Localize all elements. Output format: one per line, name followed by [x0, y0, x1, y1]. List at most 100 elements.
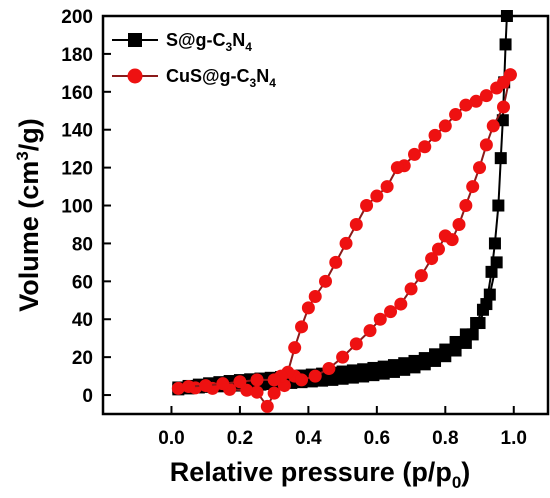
data-point-square	[476, 303, 489, 316]
data-point-square	[488, 237, 501, 250]
data-point-square	[439, 343, 452, 356]
legend-label-part: 3	[226, 40, 233, 54]
data-point-circle	[418, 140, 432, 154]
x-axis-title-part1: Relative pressure (p/p	[170, 457, 452, 487]
data-point-circle	[171, 381, 185, 395]
data-point-square	[418, 352, 431, 365]
data-point-circle	[329, 255, 343, 269]
legend-label-part: 4	[245, 40, 252, 54]
x-axis-title: Relative pressure (p/p0)	[170, 457, 471, 492]
data-point-circle	[250, 385, 264, 399]
data-point-circle	[339, 236, 353, 250]
data-point-square	[398, 357, 411, 370]
data-point-circle	[459, 98, 473, 112]
data-point-circle	[295, 320, 309, 334]
x-tick-label: 0.2	[227, 428, 253, 449]
data-point-circle	[497, 100, 510, 114]
legend-label: S@g-C3N4	[166, 30, 252, 54]
y-tick-label: 40	[72, 310, 93, 331]
y-tick-label: 80	[72, 234, 93, 255]
data-point-square	[459, 328, 472, 341]
y-tick-label: 20	[72, 348, 93, 369]
data-point-circle	[449, 108, 463, 122]
series-cus-gcn	[171, 68, 517, 413]
plot-frame	[101, 14, 550, 416]
x-axis-title-part2: )	[461, 457, 470, 487]
legend-label-part: N	[256, 66, 269, 86]
x-tick-label: 0.6	[364, 428, 390, 449]
y-tick-label: 140	[61, 121, 93, 142]
data-point-square	[499, 38, 512, 51]
data-point-circle	[466, 180, 480, 194]
data-point-square	[408, 354, 421, 367]
data-point-square	[387, 359, 400, 372]
legend-label-part: N	[232, 30, 245, 50]
data-point-circle	[459, 199, 473, 213]
data-point-circle	[250, 373, 264, 387]
data-point-square	[367, 361, 380, 374]
data-point-square	[336, 365, 349, 378]
data-point-square	[490, 256, 503, 269]
y-tick-label: 60	[72, 272, 93, 293]
data-point-circle	[390, 161, 404, 175]
data-point-circle	[349, 337, 363, 351]
data-point-square	[470, 317, 483, 330]
data-point-circle	[469, 94, 483, 108]
data-point-circle	[322, 362, 336, 376]
data-point-circle	[431, 242, 445, 256]
data-point-circle	[319, 274, 332, 288]
series-layer	[171, 10, 517, 413]
data-point-circle	[408, 147, 421, 161]
x-tick-label: 0.8	[432, 428, 458, 449]
data-point-square	[483, 288, 496, 301]
y-tick-label: 100	[61, 197, 93, 218]
data-point-circle	[384, 305, 398, 319]
data-point-circle	[473, 161, 487, 175]
data-point-circle	[199, 379, 213, 393]
data-point-circle	[445, 233, 459, 247]
data-point-circle	[301, 301, 315, 315]
data-point-circle	[288, 341, 302, 355]
x-tick-label: 0.4	[295, 428, 322, 449]
legend-label-part: CuS@g-C	[166, 66, 250, 86]
data-point-circle	[428, 128, 442, 142]
data-point-circle	[490, 81, 504, 95]
data-point-circle	[394, 297, 408, 311]
data-point-square	[346, 364, 359, 377]
data-point-circle	[404, 282, 418, 296]
data-point-square	[494, 152, 507, 165]
x-tick-label: 0.0	[158, 428, 184, 449]
x-axis-title-subscript: 0	[452, 473, 461, 492]
y-tick-label: 120	[61, 159, 93, 180]
y-tick-label: 180	[61, 45, 93, 66]
data-point-circle	[260, 399, 274, 413]
data-point-circle	[336, 350, 350, 364]
data-point-circle	[425, 252, 439, 266]
data-point-circle	[216, 377, 230, 391]
legend-label-part: S@g-C	[166, 30, 226, 50]
y-axis-title: Volume (cm3/g)	[13, 118, 44, 312]
y-axis-title-part2: /g)	[14, 118, 44, 151]
data-point-circle	[182, 380, 196, 394]
data-point-circle	[267, 373, 281, 387]
data-point-square	[492, 199, 505, 212]
data-point-circle	[370, 189, 384, 203]
data-point-square	[377, 360, 390, 373]
data-point-circle	[486, 119, 500, 133]
data-point-square	[357, 363, 370, 376]
data-point-circle	[349, 217, 363, 231]
data-point-circle	[438, 119, 452, 133]
data-point-circle	[479, 138, 493, 152]
data-point-circle	[479, 89, 493, 103]
data-point-square	[449, 335, 462, 348]
data-point-circle	[373, 312, 387, 326]
data-point-circle	[452, 217, 466, 231]
y-tick-label: 0	[82, 386, 93, 407]
data-point-circle	[233, 375, 247, 389]
data-point-circle	[308, 369, 322, 383]
data-point-circle	[360, 199, 374, 213]
y-axis-title-part1: Volume (cm	[14, 161, 44, 312]
legend-label: CuS@g-C3N4	[166, 66, 276, 90]
